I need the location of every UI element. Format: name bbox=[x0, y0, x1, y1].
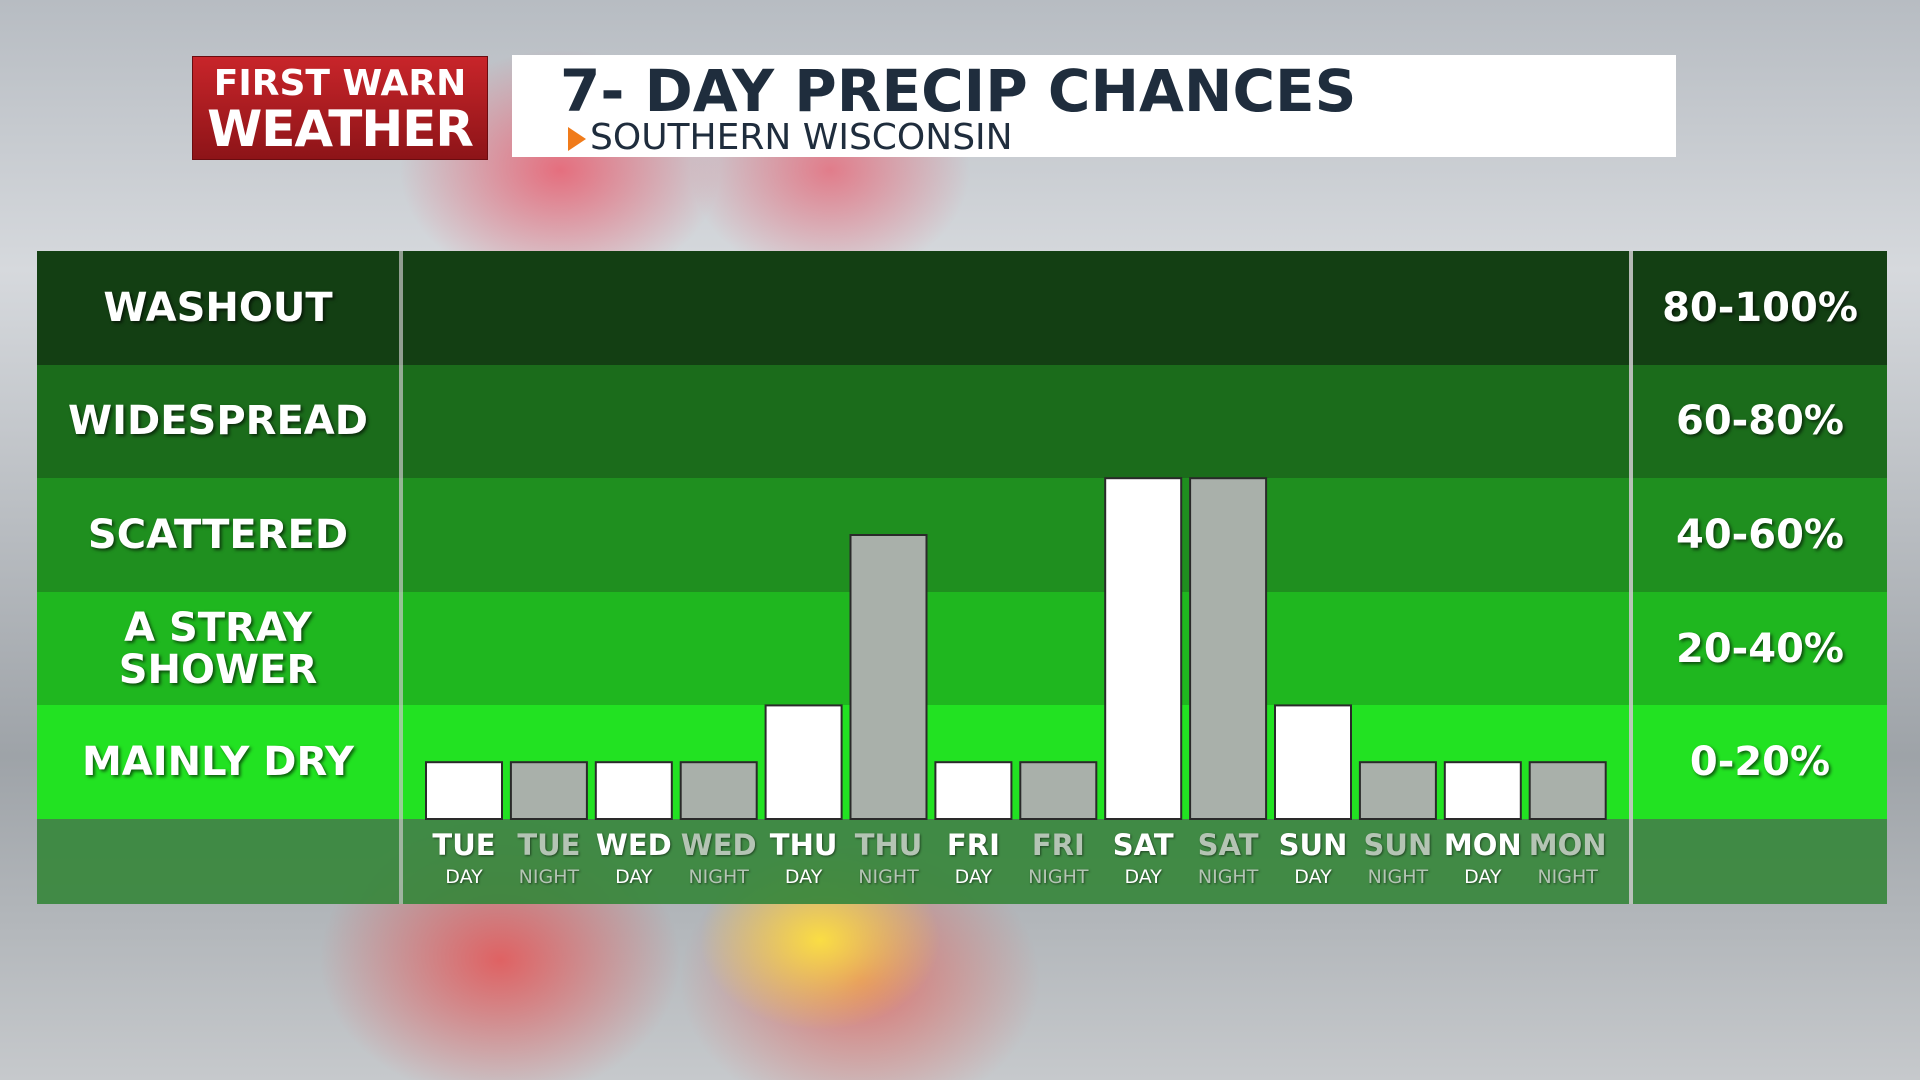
category-label: TUE bbox=[517, 828, 581, 862]
bar bbox=[1104, 477, 1183, 820]
period-label: NIGHT bbox=[1367, 866, 1429, 888]
bar bbox=[1274, 704, 1352, 821]
category-label: WED bbox=[680, 828, 757, 862]
bar bbox=[1358, 761, 1437, 821]
separator bbox=[399, 251, 403, 904]
bar bbox=[764, 704, 843, 821]
bar bbox=[1443, 761, 1522, 821]
category-label: SUN bbox=[1363, 828, 1433, 862]
bar bbox=[509, 761, 588, 821]
band-range: 20-40% bbox=[1675, 625, 1844, 672]
period-label: NIGHT bbox=[1197, 866, 1259, 888]
title-box: 7- DAY PRECIP CHANCES SOUTHERN WISCONSIN bbox=[512, 55, 1676, 158]
bar bbox=[849, 534, 928, 820]
bar bbox=[1528, 761, 1607, 821]
category-label: WED bbox=[595, 828, 672, 862]
band-label-box: A STRAY SHOWER bbox=[37, 592, 399, 706]
bar bbox=[1189, 477, 1268, 820]
band: WIDESPREAD 60-80% bbox=[37, 364, 1887, 479]
period-label: DAY bbox=[1294, 866, 1332, 888]
band-range: 80-100% bbox=[1662, 284, 1858, 331]
label-row bbox=[37, 819, 1887, 904]
band-range: 0-20% bbox=[1689, 739, 1831, 786]
band-label: WIDESPREAD bbox=[68, 398, 368, 445]
period-label: DAY bbox=[1464, 866, 1502, 888]
period-label: DAY bbox=[784, 866, 823, 888]
category-label: SAT bbox=[1112, 828, 1174, 862]
period-label: NIGHT bbox=[518, 866, 580, 888]
period-label: DAY bbox=[445, 866, 483, 888]
period-label: NIGHT bbox=[688, 866, 749, 888]
category-label: SAT bbox=[1197, 828, 1259, 862]
category-label: FRI bbox=[1031, 828, 1085, 862]
band: SCATTERED 40-60% bbox=[37, 478, 1887, 592]
period-label: NIGHT bbox=[1537, 866, 1598, 888]
period-label: DAY bbox=[1124, 866, 1162, 888]
period-label: DAY bbox=[615, 866, 653, 888]
band-label: MAINLY DRY bbox=[81, 739, 355, 786]
bar bbox=[679, 761, 758, 821]
bar bbox=[934, 761, 1013, 821]
band-range: 40-60% bbox=[1675, 511, 1844, 558]
logo: FIRST WARN WEATHER bbox=[192, 56, 488, 160]
bar bbox=[1019, 761, 1098, 821]
band-label: WASHOUT bbox=[103, 284, 333, 331]
category-label: SUN bbox=[1278, 828, 1348, 862]
category-label: THU bbox=[769, 828, 838, 862]
band-label-box: WIDESPREAD bbox=[37, 365, 399, 479]
chart-subtitle: SOUTHERN WISCONSIN bbox=[590, 117, 1013, 158]
category-label: MON bbox=[1443, 828, 1522, 862]
period-label: NIGHT bbox=[1028, 866, 1089, 888]
logo-line1: FIRST WARN bbox=[213, 63, 467, 104]
category-label: FRI bbox=[946, 828, 1000, 862]
band: WASHOUT 80-100% bbox=[37, 251, 1887, 365]
category-label: TUE bbox=[432, 828, 496, 862]
separator bbox=[1629, 251, 1633, 904]
bar bbox=[594, 761, 673, 821]
period-label: NIGHT bbox=[858, 866, 919, 888]
band: A STRAY SHOWER 20-40% bbox=[37, 591, 1887, 706]
band-label-box: MAINLY DRY bbox=[37, 705, 399, 819]
band-range: 60-80% bbox=[1675, 398, 1844, 445]
band-label-box: WASHOUT bbox=[37, 251, 399, 365]
band-label-box: SCATTERED bbox=[37, 478, 399, 592]
band-label: A STRAY SHOWER bbox=[118, 604, 318, 693]
band-label: SCATTERED bbox=[87, 511, 349, 558]
bar bbox=[425, 761, 503, 821]
period-label: DAY bbox=[954, 866, 993, 888]
category-label: MON bbox=[1528, 828, 1607, 862]
subtitle-arrow bbox=[568, 127, 586, 151]
chart-title: 7- DAY PRECIP CHANCES bbox=[560, 57, 1357, 125]
logo-line2: WEATHER bbox=[207, 100, 474, 158]
category-label: THU bbox=[854, 828, 923, 862]
